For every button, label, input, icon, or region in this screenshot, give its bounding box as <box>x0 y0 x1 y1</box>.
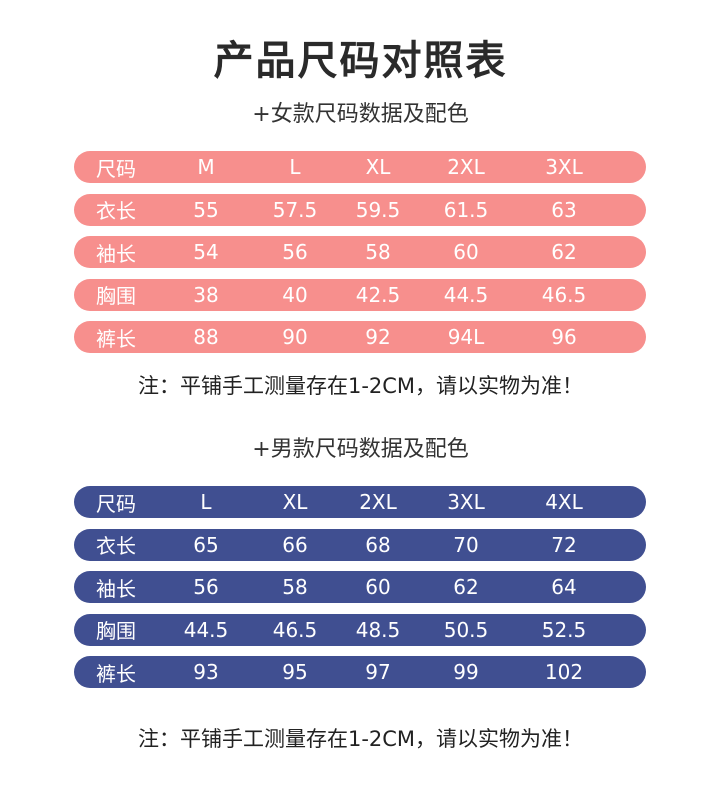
table-cell: 63 <box>551 197 577 222</box>
table-cell: 94L <box>447 325 485 349</box>
table-cell: 56 <box>282 240 308 264</box>
table-row-chest: 胸围 38 40 42.5 44.5 46.5 <box>74 278 646 311</box>
table-cell: L <box>289 155 301 179</box>
table-cell: 65 <box>193 532 219 557</box>
table-cell: 38 <box>193 282 219 307</box>
table-cell: 102 <box>544 660 584 684</box>
men-section-heading: +男款尺码数据及配色 <box>252 437 469 462</box>
row-label: 袖长 <box>96 241 136 266</box>
table-cell: 44.5 <box>443 282 489 307</box>
table-cell: 60 <box>365 575 391 599</box>
table-cell: 48.5 <box>355 617 401 642</box>
table-cell: 92 <box>365 325 391 349</box>
table-cell: 95 <box>282 660 308 684</box>
row-label: 胸围 <box>96 284 136 308</box>
row-label: 衣长 <box>96 534 136 558</box>
men-size-table: 尺码 L XL 2XL 3XL 4XL 衣长 65 66 68 70 72 袖长… <box>74 486 646 699</box>
table-row-size: 尺码 M L XL 2XL 3XL <box>74 151 646 183</box>
table-cell: 88 <box>193 325 219 349</box>
table-cell: 50.5 <box>443 617 489 642</box>
table-cell: 59.5 <box>355 197 401 222</box>
table-cell: 40 <box>282 282 308 307</box>
men-measurement-note: 注：平铺手工测量存在1-2CM，请以实物为准！ <box>137 727 584 751</box>
table-row-length: 衣长 55 57.5 59.5 61.5 63 <box>74 193 646 226</box>
table-cell: 2XL <box>447 155 485 179</box>
table-cell: 42.5 <box>355 282 401 307</box>
row-label: 尺码 <box>96 491 136 516</box>
table-cell: 72 <box>551 532 577 557</box>
table-row-length: 衣长 65 66 68 70 72 <box>74 528 646 561</box>
row-label: 裤长 <box>96 661 136 686</box>
table-row-chest: 胸围 44.5 46.5 48.5 50.5 52.5 <box>74 613 646 646</box>
table-cell: 66 <box>282 532 308 557</box>
table-cell: 57.5 <box>272 197 318 222</box>
table-cell: 58 <box>365 240 391 264</box>
table-cell: 60 <box>453 240 479 264</box>
table-cell: 2XL <box>359 490 397 514</box>
table-cell: 70 <box>453 532 479 557</box>
row-label: 胸围 <box>96 619 136 643</box>
table-cell: 54 <box>193 240 219 264</box>
table-row-size: 尺码 L XL 2XL 3XL 4XL <box>74 486 646 518</box>
table-cell: 62 <box>551 240 577 264</box>
table-row-pants: 裤长 93 95 97 99 102 <box>74 656 646 688</box>
table-cell: 62 <box>453 575 479 599</box>
table-cell: 61.5 <box>443 197 489 222</box>
women-measurement-note: 注：平铺手工测量存在1-2CM，请以实物为准！ <box>137 374 584 398</box>
table-cell: 46.5 <box>272 617 318 642</box>
table-row-sleeve: 袖长 54 56 58 60 62 <box>74 236 646 268</box>
table-cell: 58 <box>282 575 308 599</box>
table-cell: 46.5 <box>541 282 587 307</box>
row-label: 袖长 <box>96 576 136 601</box>
table-cell: L <box>200 490 212 514</box>
row-label: 尺码 <box>96 156 136 181</box>
women-section-heading: +女款尺码数据及配色 <box>252 102 469 127</box>
table-row-pants: 裤长 88 90 92 94L 96 <box>74 321 646 353</box>
table-cell: 99 <box>453 660 479 684</box>
table-cell: 68 <box>365 532 391 557</box>
table-cell: 44.5 <box>183 617 229 642</box>
table-cell: 52.5 <box>541 617 587 642</box>
women-size-table: 尺码 M L XL 2XL 3XL 衣长 55 57.5 59.5 61.5 6… <box>74 151 646 364</box>
table-cell: M <box>197 155 215 179</box>
table-cell: 3XL <box>545 155 583 179</box>
table-cell: 56 <box>193 575 219 599</box>
table-cell: 93 <box>193 660 219 684</box>
table-cell: 55 <box>193 197 219 222</box>
table-cell: 3XL <box>447 490 485 514</box>
table-cell: XL <box>282 490 308 514</box>
table-cell: 96 <box>551 325 577 349</box>
row-label: 衣长 <box>96 199 136 223</box>
page-title: 产品尺码对照表 <box>213 38 508 84</box>
table-cell: 97 <box>365 660 391 684</box>
table-cell: 4XL <box>545 490 583 514</box>
row-label: 裤长 <box>96 326 136 351</box>
table-cell: 64 <box>551 575 577 599</box>
table-row-sleeve: 袖长 56 58 60 62 64 <box>74 571 646 603</box>
table-cell: XL <box>365 155 391 179</box>
table-cell: 90 <box>282 325 308 349</box>
